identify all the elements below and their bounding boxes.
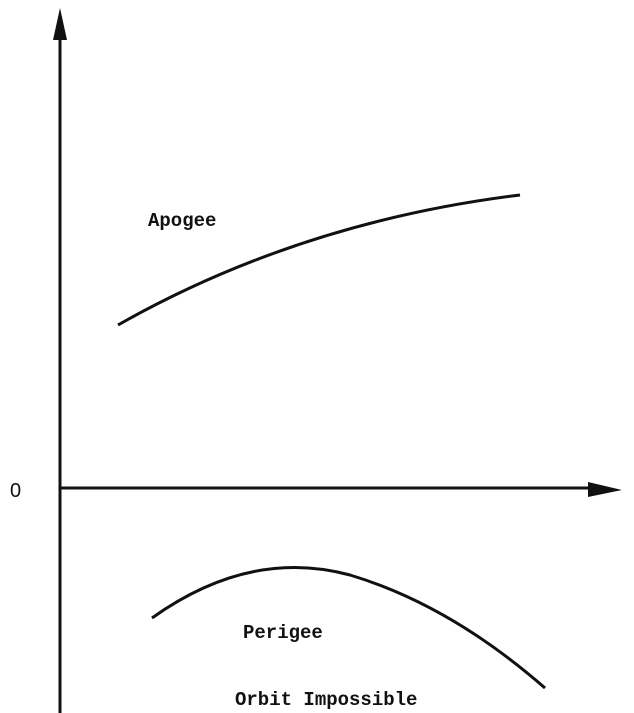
perigee-curve bbox=[151, 565, 546, 690]
region-label: Orbit Impossible bbox=[235, 689, 417, 711]
origin-label: 0 bbox=[10, 480, 21, 502]
apogee-curve bbox=[117, 193, 521, 327]
apogee-label: Apogee bbox=[148, 210, 216, 232]
perigee-label: Perigee bbox=[243, 622, 323, 644]
y-axis-arrow bbox=[53, 8, 67, 40]
x-axis-arrow bbox=[588, 482, 622, 497]
